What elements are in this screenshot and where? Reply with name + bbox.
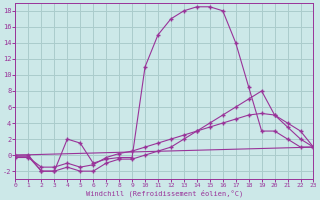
X-axis label: Windchill (Refroidissement éolien,°C): Windchill (Refroidissement éolien,°C) <box>86 190 243 197</box>
